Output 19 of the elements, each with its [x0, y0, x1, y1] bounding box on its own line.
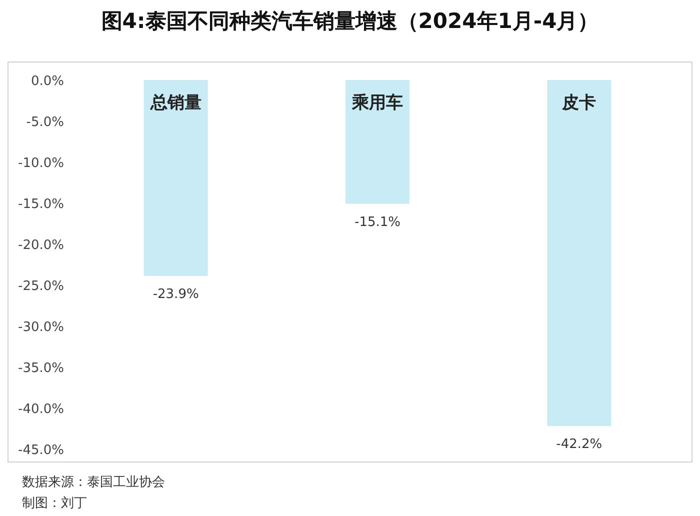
y-tick-label: -5.0%	[26, 115, 64, 130]
x-tick-label: 总销量	[149, 93, 202, 113]
y-tick-label: -15.0%	[18, 197, 64, 212]
y-tick-label: -45.0%	[18, 443, 64, 458]
source-note: 数据来源：泰国工业协会	[22, 475, 165, 490]
y-tick-label: -30.0%	[18, 320, 64, 335]
y-tick-label: -35.0%	[18, 361, 64, 376]
y-tick-label: 0.0%	[30, 74, 64, 89]
x-tick-label: 乘用车	[351, 93, 403, 113]
y-tick-label: -40.0%	[18, 402, 64, 417]
y-tick-label: -20.0%	[18, 238, 64, 253]
data-label: -15.1%	[354, 214, 400, 230]
x-tick-label: 皮卡	[561, 93, 596, 113]
text: 制图：刘丁	[22, 496, 87, 511]
data-label: -42.2%	[556, 437, 602, 452]
y-tick-label: -10.0%	[18, 156, 64, 171]
data-label: -23.9%	[152, 286, 199, 302]
chart-title: 图4:泰国不同种类汽车销量增速（2024年1月-4月）	[101, 9, 599, 33]
y-tick-label: -25.0%	[18, 279, 64, 294]
